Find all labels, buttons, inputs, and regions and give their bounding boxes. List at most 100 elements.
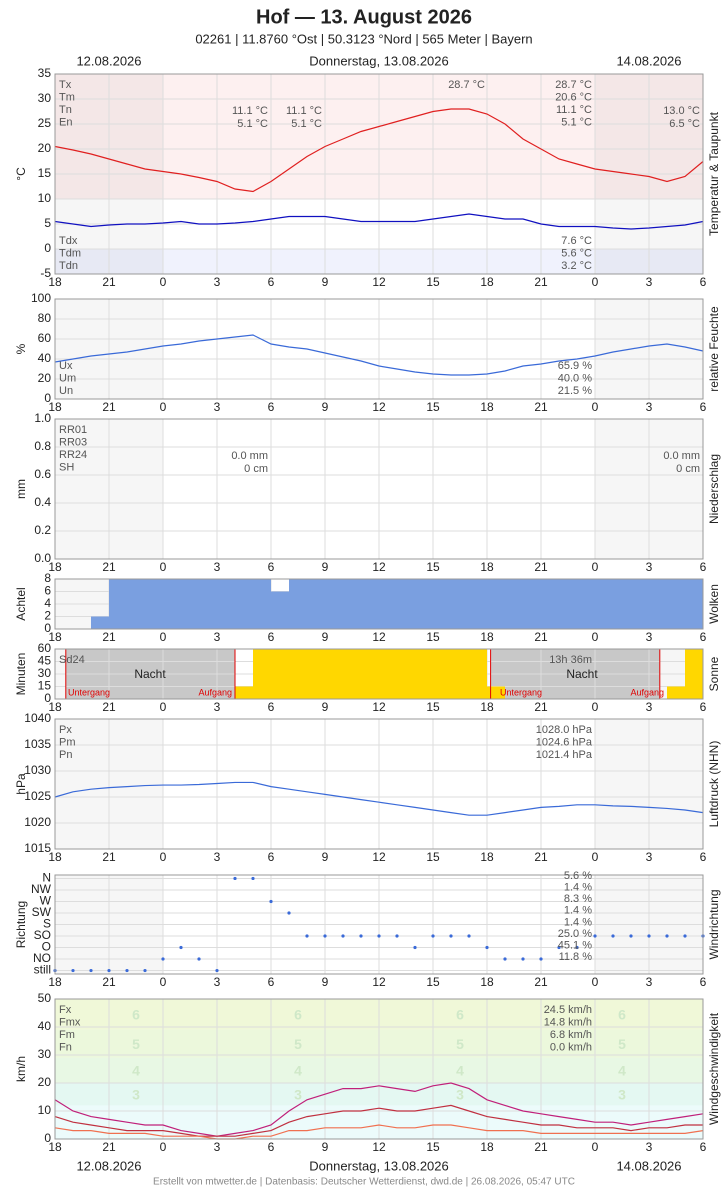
note: 11.1 °C [232,105,268,117]
y-tick-label: 0 [44,241,51,255]
x-tick-label: 12 [372,700,386,714]
date-left: 12.08.2026 [76,1158,141,1173]
beaufort-label: 3 [456,1086,464,1102]
bar [361,649,379,699]
y-tick-label: 15 [38,166,52,180]
bar [181,579,199,629]
stat-label: Ux [59,360,73,372]
point [269,899,273,904]
note: 13.0 °C [663,105,700,117]
x-tick-label: 21 [102,560,116,574]
bar [685,579,703,629]
stat-value: 20.6 °C [555,91,592,103]
y-tick-label: still [34,963,51,977]
x-tick-label: 0 [592,1140,599,1154]
bar [415,579,433,629]
x-tick-label: 18 [480,400,494,414]
y-tick-label: SW [32,905,52,919]
y-tick-label: 100 [31,291,51,305]
stat-value: 7.6 °C [561,235,592,247]
x-tick-label: 18 [480,275,494,289]
bar [415,649,433,699]
x-tick-label: 6 [700,630,707,644]
side-label: Luftdruck (NHN) [707,741,721,828]
y-tick-label: O [42,940,51,954]
x-tick-label: 12 [372,560,386,574]
x-tick-label: 9 [322,850,329,864]
x-tick-label: 6 [700,400,707,414]
y-tick-label: 60 [38,641,52,655]
bar [325,579,343,629]
y-tick-label: 40 [38,351,52,365]
note: Untergang [500,687,542,697]
y-tick-label: 20 [38,1075,52,1089]
stat-label: RR24 [59,449,87,461]
point [665,934,669,938]
bar [541,579,559,629]
y-tick-label: 25 [38,116,52,130]
y-tick-label: 0 [44,691,51,705]
y-axis-label: Minuten [14,653,28,696]
point [107,968,111,973]
note: 0 cm [244,463,268,475]
bar [235,579,253,629]
x-tick-label: 3 [646,630,653,644]
x-tick-label: 0 [592,400,599,414]
y-tick-label: 20 [38,371,52,385]
x-tick-label: 3 [214,275,221,289]
x-tick-label: 0 [592,850,599,864]
stat-value: 1.4 % [564,905,592,917]
x-tick-label: 15 [426,975,440,989]
bar [595,579,613,629]
x-tick-label: 21 [534,560,548,574]
x-tick-label: 6 [700,975,707,989]
x-tick-label: 6 [700,850,707,864]
point [323,934,327,938]
bar [343,649,361,699]
x-tick-label: 9 [322,630,329,644]
y-tick-label: 30 [38,666,52,680]
x-tick-label: 12 [372,275,386,289]
frame [54,718,704,850]
x-tick-label: 3 [214,630,221,644]
bar [379,579,397,629]
x-tick-label: 18 [480,630,494,644]
beaufort-label: 5 [618,1036,626,1052]
stat-value: 11.1 °C [556,104,592,116]
stat-value: 5.6 °C [561,247,592,259]
x-tick-label: 0 [160,275,167,289]
bar [271,649,289,699]
stat-label: Fn [59,1041,72,1053]
side-label: Temperatur & Taupunkt [707,111,721,236]
bar [451,579,469,629]
x-tick-label: 12 [372,400,386,414]
y-tick-label: 1030 [24,763,51,777]
bar [379,649,397,699]
bar [451,649,469,699]
note: Untergang [68,687,110,697]
bar [91,616,109,629]
y-tick-label: 35 [38,66,52,80]
bar [487,579,505,629]
stat-label: Pm [59,736,76,748]
bar [361,579,379,629]
stat-value: 25.0 % [558,928,592,940]
y-tick-label: 50 [38,991,52,1005]
x-tick-label: 21 [534,850,548,864]
x-tick-label: 21 [534,1140,548,1154]
x-tick-label: 0 [160,630,167,644]
bar [253,579,271,629]
point [197,957,201,961]
y-tick-label: 45 [38,654,52,668]
x-tick-label: 3 [646,1140,653,1154]
x-tick-label: 15 [426,400,440,414]
line [54,334,704,376]
note: 28.7 °C [448,79,485,91]
x-tick-label: 18 [480,700,494,714]
y-tick-label: 30 [38,91,52,105]
stat-label: Fm [59,1029,75,1041]
note: Aufgang [198,687,232,697]
x-tick-label: 15 [426,275,440,289]
bar [163,579,181,629]
bar [325,649,343,699]
